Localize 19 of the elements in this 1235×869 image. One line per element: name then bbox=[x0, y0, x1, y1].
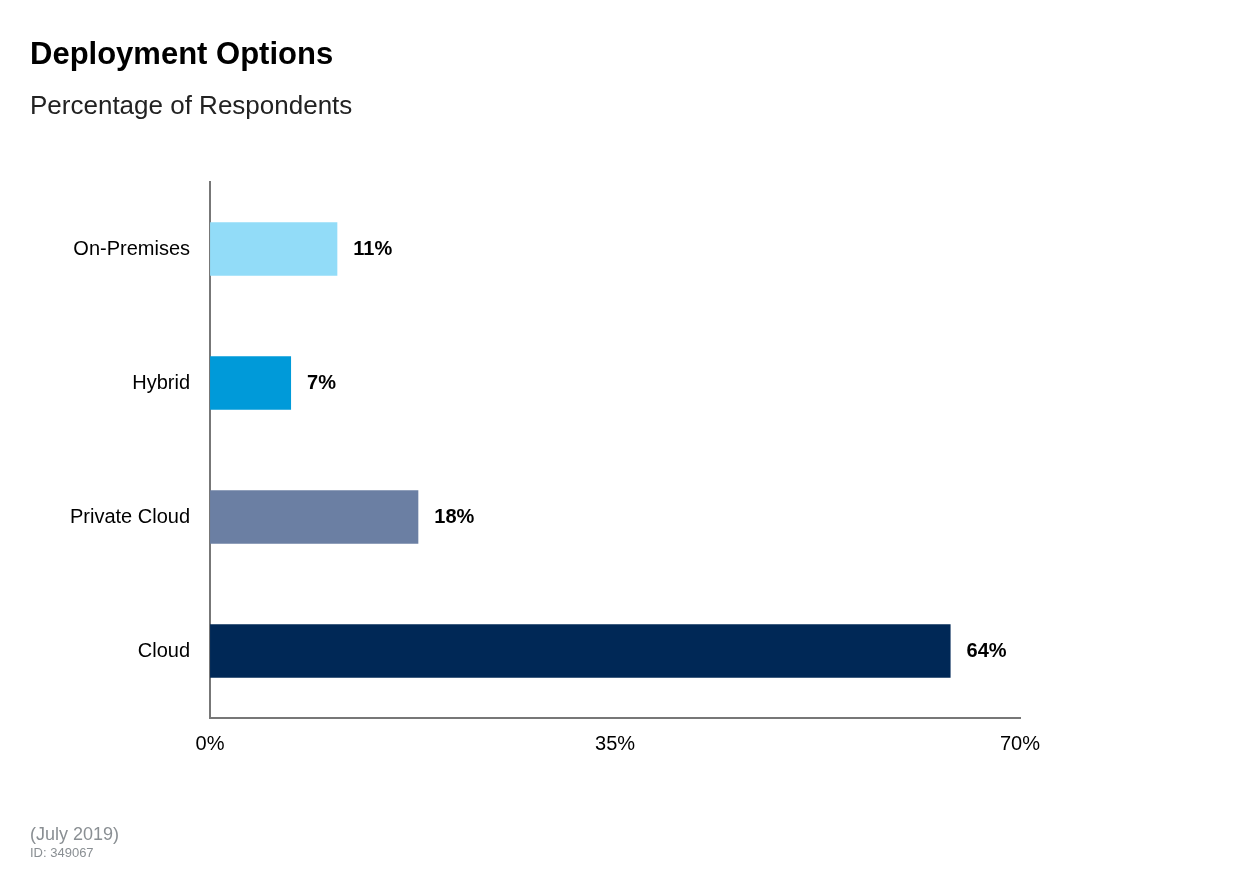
x-tick-label: 35% bbox=[595, 731, 636, 754]
chart-title: Deployment Options bbox=[30, 36, 334, 72]
bar bbox=[210, 624, 951, 678]
x-tick-label: 70% bbox=[999, 731, 1041, 754]
chart-subtitle: Percentage of Respondents bbox=[30, 90, 353, 121]
data-label: 11% bbox=[353, 236, 393, 259]
y-tick-label: Cloud bbox=[137, 638, 191, 661]
bar bbox=[210, 222, 338, 276]
data-label: 18% bbox=[434, 504, 475, 527]
text: ID: 349067 bbox=[30, 845, 95, 860]
y-tick-label: Private Cloud bbox=[70, 504, 191, 527]
data-label: 64% bbox=[966, 638, 1007, 661]
text: (July 2019) bbox=[30, 824, 120, 845]
bar bbox=[210, 490, 419, 544]
bar bbox=[210, 356, 292, 410]
y-tick-label: On-Premises bbox=[73, 236, 191, 259]
y-tick-label: Hybrid bbox=[132, 370, 191, 393]
data-label: 7% bbox=[307, 370, 337, 393]
x-tick-label: 0% bbox=[195, 731, 225, 754]
